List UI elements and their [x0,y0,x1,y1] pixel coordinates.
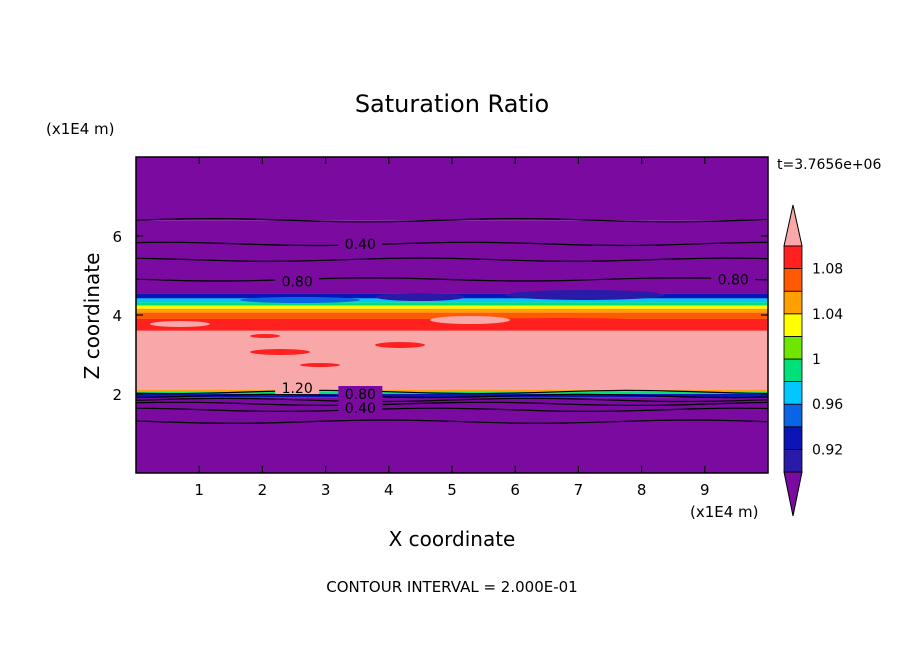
colorbar-cell [783,381,803,405]
blue-patch [505,290,665,300]
contour-band [136,220,768,294]
contour-label: 0.80 [345,387,376,403]
y-axis-label: Z coordinate [80,253,104,380]
red-patch [250,334,280,338]
x-tick-label: 6 [510,481,520,499]
colorbar: 1.08 1.04 1 0.96 0.92 [783,204,843,517]
colorbar-cell [783,358,803,383]
x-axis-label: X coordinate [389,527,516,551]
contour-band [136,330,768,391]
contour-line [136,241,768,247]
colorbar-cell [783,403,803,428]
colorbar-cell [783,268,803,292]
contour-band [136,305,768,309]
contour-label-bg [338,235,383,250]
blue-patch [375,293,465,301]
contour-line [136,397,768,403]
colorbar-label: 0.96 [812,397,843,413]
x-units-label: (x1E4 m) [690,503,759,521]
colorbar-cell [783,335,803,360]
colorbar-cell [783,313,803,337]
cyan-patch [240,297,360,303]
contour-label: 1.20 [282,381,313,397]
contour-label: 0.80 [282,274,313,290]
y-tick-label: 6 [112,228,122,246]
contour-band [136,394,768,398]
x-tick-label: 2 [258,481,268,499]
time-label: t=3.7656e+06 [777,157,881,173]
x-tick-label: 1 [194,481,204,499]
contour-line [136,419,768,424]
y-tick-label: 2 [112,386,122,404]
contour-label-bg [711,271,756,286]
contour-line [136,393,768,399]
y-units-label: (x1E4 m) [46,120,115,138]
colorbar-label: 1.04 [812,307,843,323]
x-tick-label: 9 [700,481,710,499]
x-tick-label: 3 [321,481,331,499]
contour-line [136,257,768,262]
colorbar-cell [783,245,803,270]
x-tick-label: 5 [447,481,457,499]
contour-label-bg [275,273,320,288]
colorbar-cell [783,290,803,315]
contour-fill [136,157,768,473]
contour-label: 0.40 [345,237,376,253]
contour-lines [136,217,768,424]
colorbar-lower-extension [783,471,803,517]
x-tick-label: 4 [384,481,394,499]
red-patch [250,349,310,355]
contour-band [136,298,768,303]
contour-label: 0.80 [718,272,749,288]
pink-patch [430,316,510,324]
contour-band [136,318,768,331]
red-patch [375,342,425,348]
red-patch [300,363,340,367]
colorbar-cell [783,448,803,473]
contour-band [136,312,768,319]
contour-line [136,277,768,282]
contour-line [136,401,768,406]
contour-line [136,217,768,223]
y-tick-label: 4 [112,307,122,325]
pink-patch [150,321,210,327]
contour-label-bg [338,386,383,400]
contour-interval-note: CONTOUR INTERVAL = 2.000E-01 [326,578,577,596]
colorbar-label: 1 [812,352,821,368]
chart-title: Saturation Ratio [355,90,549,118]
colorbar-label: 0.92 [812,442,843,458]
contour-labels: 0.400.80 0.801.20 0.800.40 [275,235,756,417]
contour-label-bg [338,399,383,414]
red-patch [260,320,400,328]
contour-line [136,389,768,395]
colorbar-cell [783,426,803,450]
colorbar-label: 1.08 [812,262,843,278]
contour-line [136,407,768,413]
contour-label: 0.40 [345,401,376,417]
contour-band [136,302,768,306]
contour-label-bg [275,380,320,395]
x-axis: 1 2 3 4 5 6 7 8 9 [194,157,710,499]
contour-band [136,157,768,221]
x-tick-label: 7 [574,481,584,499]
contour-band [136,390,768,393]
x-tick-label: 8 [637,481,647,499]
y-axis: 2 4 6 [112,228,768,404]
contour-details [150,290,665,367]
contour-band [136,308,768,313]
colorbar-upper-extension [783,204,803,247]
